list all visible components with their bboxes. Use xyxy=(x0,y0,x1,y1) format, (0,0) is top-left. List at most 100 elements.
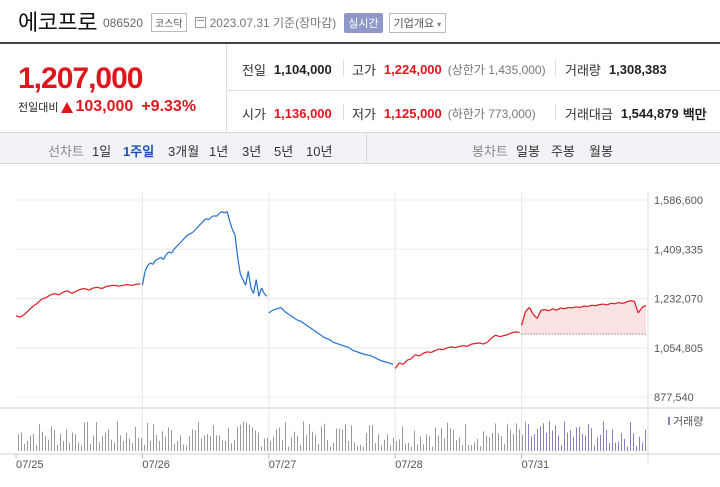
price-line-segment-07/31 xyxy=(595,304,600,307)
volume-bar xyxy=(279,427,280,451)
volume-bar xyxy=(57,445,58,451)
price-line-segment-07/25 xyxy=(110,284,115,287)
tab-10year[interactable]: 10년 xyxy=(306,144,333,159)
volume-bar xyxy=(420,436,421,451)
volume-bar xyxy=(483,431,484,451)
volume-bar xyxy=(345,424,346,451)
volume-bar xyxy=(582,433,583,451)
volume-bar xyxy=(252,427,253,451)
volume-bar xyxy=(138,437,139,451)
change-percent: +9.33% xyxy=(141,98,197,115)
volume-bar xyxy=(78,442,79,451)
change-label: 전일대비 xyxy=(18,102,59,114)
volume-bar xyxy=(459,437,460,451)
price-line-segment-07/25 xyxy=(118,284,124,287)
volume-bar xyxy=(231,443,232,451)
volume-bar xyxy=(321,426,322,451)
price-line-segment-07/31 xyxy=(571,306,577,309)
volume-bar xyxy=(237,427,238,451)
volume-bar xyxy=(336,428,337,451)
volume-bar xyxy=(510,429,511,451)
tab-1week[interactable]: 1주일 xyxy=(123,144,155,159)
volume-bar xyxy=(195,430,196,451)
volume-bar xyxy=(645,429,646,451)
tab-monthly-candle[interactable]: 월봉 xyxy=(589,144,613,159)
volume-bar xyxy=(537,428,538,451)
y-tick-label: 1,054,805 xyxy=(654,343,703,355)
volume-bar xyxy=(372,425,373,451)
price-line-segment-07/26 xyxy=(263,293,268,297)
price-line-segment-07/27 xyxy=(276,306,282,310)
volume-bar xyxy=(435,427,436,451)
price-line-segment-07/27 xyxy=(352,349,358,353)
volume-bar xyxy=(330,446,331,451)
tab-5year[interactable]: 5년 xyxy=(274,144,294,159)
volume-bar xyxy=(264,438,265,451)
volume-bar xyxy=(204,435,205,451)
lower-limit: (하한가 773,000) xyxy=(447,107,536,121)
volume-bar xyxy=(171,430,172,451)
price-line-segment-07/25 xyxy=(58,291,64,296)
tab-daily-candle[interactable]: 일봉 xyxy=(516,144,540,159)
volume-bar xyxy=(627,446,628,451)
volume-bar xyxy=(93,435,94,451)
volume-bar xyxy=(441,427,442,451)
price-line-segment-07/31 xyxy=(630,300,635,302)
price-line-segment-07/28 xyxy=(423,351,428,354)
volume-bar xyxy=(519,429,520,451)
volume-bar xyxy=(564,421,565,451)
price-line-segment-07/26 xyxy=(158,256,162,260)
high-value: 1,224,000 xyxy=(383,62,442,77)
volume-bar xyxy=(135,426,136,451)
volume-bar xyxy=(18,434,19,451)
price-line-segment-07/26 xyxy=(226,211,231,222)
volume-bar xyxy=(153,424,154,451)
volume-legend-label: 거래량 xyxy=(673,415,703,428)
tab-3year[interactable]: 3년 xyxy=(242,144,262,159)
price-line-segment-07/25 xyxy=(50,292,55,296)
price-line-segment-07/26 xyxy=(150,262,154,265)
price-line-segment-07/25 xyxy=(123,284,128,286)
price-line-segment-07/28 xyxy=(439,348,444,351)
volume-bar xyxy=(294,431,295,451)
price-line-segment-07/27 xyxy=(368,354,374,358)
volume-bar xyxy=(201,438,202,451)
price-line-segment-07/31 xyxy=(532,313,538,319)
volume-bar xyxy=(300,444,301,451)
change-amount: 103,000 xyxy=(75,98,134,115)
volume-bar xyxy=(162,431,163,451)
tab-weekly-candle[interactable]: 주봉 xyxy=(551,144,575,159)
price-line-segment-07/26 xyxy=(208,216,212,221)
volume-bar xyxy=(60,434,61,451)
tab-1day[interactable]: 1일 xyxy=(92,144,112,159)
volume-bar xyxy=(102,436,103,451)
volume-bar xyxy=(117,421,118,451)
volume-bar xyxy=(612,429,613,451)
price-line-segment-07/31 xyxy=(610,302,615,305)
volume-bar xyxy=(324,423,325,451)
price-line-segment-07/26 xyxy=(221,211,225,214)
volume-bar xyxy=(129,438,130,451)
y-tick-label: 877,540 xyxy=(654,392,694,404)
realtime-button[interactable]: 실시간 xyxy=(344,12,383,33)
volume-bar xyxy=(267,437,268,451)
x-tick-label: 07/26 xyxy=(142,459,170,471)
price-line-segment-07/28 xyxy=(463,345,468,347)
company-info-dropdown[interactable]: 기업개요 ▾ xyxy=(388,12,447,33)
volume-bar xyxy=(192,429,193,451)
tab-1year[interactable]: 1년 xyxy=(209,144,229,159)
price-line-segment-07/26 xyxy=(258,287,263,297)
volume-bar xyxy=(549,421,550,451)
volume-bar xyxy=(30,435,31,451)
line-chart-label: 선차트 xyxy=(48,144,84,159)
volume-bar xyxy=(183,444,184,451)
price-line-segment-07/27 xyxy=(296,319,302,322)
price-line-segment-07/27 xyxy=(376,358,382,362)
tab-3month[interactable]: 3개월 xyxy=(168,144,200,159)
price-line-segment-07/27 xyxy=(388,362,394,365)
volume-bar xyxy=(210,435,211,451)
volume-bar xyxy=(24,443,25,451)
price-line-segment-07/28 xyxy=(475,342,480,345)
x-tick-label: 07/28 xyxy=(395,459,423,471)
volume-bar xyxy=(360,444,361,451)
